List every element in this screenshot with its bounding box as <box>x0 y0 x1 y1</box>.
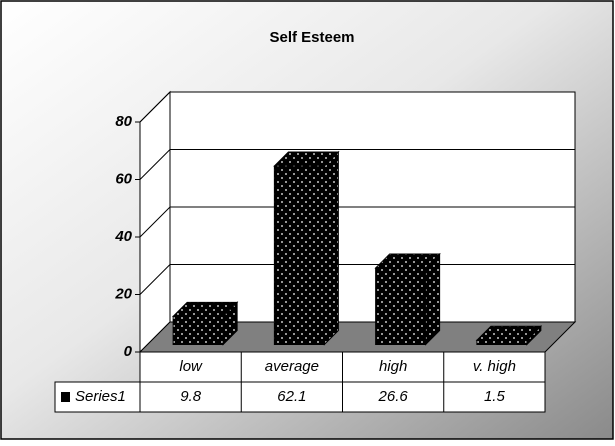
data-table: low 9.8 average 62.1 high 26.6 v. high 1.5 Serie… <box>54 351 546 413</box>
x-tick-label: high <box>379 358 407 375</box>
y-tick-label: 60 <box>115 170 132 187</box>
table-value: 1.5 <box>484 388 506 405</box>
legend-label: Series1 <box>75 388 126 405</box>
legend-key <box>61 392 70 402</box>
grid-line <box>139 149 575 180</box>
y-tick-label: 0 <box>124 343 133 360</box>
bar-front <box>476 339 528 345</box>
table-value: 26.6 <box>378 388 409 405</box>
x-tick-label: low <box>179 358 203 375</box>
y-tick-label: 20 <box>114 285 132 302</box>
bar-front <box>273 165 325 345</box>
y-tick-label: 40 <box>114 228 132 245</box>
table-value: 62.1 <box>277 388 306 405</box>
table-value: 9.8 <box>180 388 202 405</box>
grid-line <box>139 91 575 123</box>
chart-title: Self Esteem <box>269 29 354 46</box>
bar-front <box>172 315 224 346</box>
grid-line <box>139 206 575 238</box>
y-tick-label: 80 <box>115 113 132 130</box>
x-tick-label: v. high <box>473 358 516 375</box>
bars <box>171 150 543 346</box>
table-background <box>54 381 546 413</box>
bar <box>374 252 441 346</box>
bar <box>475 324 543 346</box>
bar-side <box>425 252 441 346</box>
bar <box>171 301 239 346</box>
grid: 0 20 40 60 80 <box>114 91 575 360</box>
bar <box>273 150 340 346</box>
bar-side <box>323 150 339 346</box>
x-tick-label: average <box>265 358 319 375</box>
bar-front <box>375 267 427 345</box>
